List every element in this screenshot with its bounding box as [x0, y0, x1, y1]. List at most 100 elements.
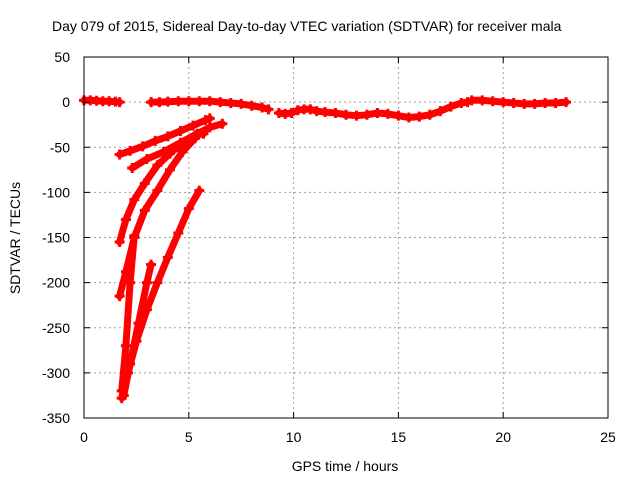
data-point — [146, 259, 157, 270]
y-axis-label: SDTVAR / TECUs — [7, 182, 23, 294]
data-point — [215, 97, 226, 108]
x-tick-label: 25 — [600, 429, 616, 445]
data-point — [129, 230, 140, 241]
data-point — [498, 97, 509, 108]
data-point — [114, 237, 125, 248]
data-point — [236, 98, 247, 109]
x-tick-label: 0 — [80, 429, 88, 445]
series-trace — [116, 134, 199, 300]
y-tick-label: -300 — [42, 365, 70, 381]
data-layer — [79, 95, 572, 404]
data-point — [225, 98, 236, 109]
data-point — [175, 126, 186, 137]
data-point — [162, 252, 173, 263]
data-point — [125, 277, 136, 288]
data-point — [141, 153, 152, 164]
data-series — [466, 95, 572, 109]
y-tick-label: -50 — [50, 139, 70, 155]
data-point — [114, 97, 125, 108]
data-point — [435, 106, 446, 117]
data-point — [204, 113, 215, 124]
data-point — [508, 98, 519, 109]
data-point — [382, 108, 393, 119]
data-series — [114, 113, 215, 160]
data-point — [125, 358, 136, 369]
series-trace — [468, 96, 570, 108]
data-point — [550, 98, 561, 109]
data-point — [217, 118, 228, 129]
data-point — [320, 107, 331, 118]
y-tick-label: -250 — [42, 320, 70, 336]
data-point — [487, 96, 498, 107]
data-point — [204, 96, 215, 107]
data-point — [164, 164, 175, 175]
data-point — [424, 109, 435, 120]
x-tick-label: 15 — [391, 429, 407, 445]
data-point — [150, 135, 161, 146]
x-axis-label: GPS time / hours — [292, 458, 399, 474]
data-point — [177, 146, 188, 157]
data-point — [162, 131, 173, 142]
data-point — [198, 128, 209, 139]
data-point — [341, 109, 351, 120]
data-point — [351, 110, 362, 121]
y-tick-label: -100 — [42, 184, 70, 200]
data-point — [286, 107, 297, 118]
data-point — [403, 112, 414, 123]
data-point — [154, 97, 165, 108]
data-point — [372, 107, 383, 118]
data-series — [273, 97, 473, 123]
data-point — [414, 111, 425, 122]
data-point — [330, 107, 341, 118]
data-point — [246, 100, 257, 111]
y-tick-label: -200 — [42, 275, 70, 291]
data-point — [257, 102, 268, 113]
tick-labels: 0 5 10 15 20 25 50 0 -50 -100 -150 -200 -250 -300 -350 — [42, 49, 616, 445]
data-point — [146, 97, 157, 108]
data-point — [540, 98, 551, 109]
data-point — [561, 97, 572, 108]
y-tick-label: -150 — [42, 230, 70, 246]
y-tick-label: 0 — [62, 94, 70, 110]
data-point — [194, 185, 205, 196]
data-point — [183, 203, 194, 214]
data-point — [139, 178, 150, 189]
data-point — [173, 96, 184, 107]
data-point — [204, 122, 215, 133]
data-point — [141, 277, 152, 288]
data-point — [311, 106, 322, 117]
data-series — [116, 230, 140, 396]
data-point — [129, 194, 140, 205]
data-point — [120, 214, 131, 225]
data-point — [162, 96, 173, 107]
data-point — [187, 120, 198, 131]
x-tick-label: 20 — [495, 429, 511, 445]
series-trace — [118, 232, 138, 395]
y-tick-label: 50 — [54, 49, 70, 65]
data-point — [361, 109, 372, 120]
data-point — [305, 104, 316, 115]
data-point — [152, 185, 163, 196]
chart-title: Day 079 of 2015, Sidereal Day-to-day VTE… — [52, 18, 562, 34]
data-point — [118, 390, 129, 401]
data-point — [152, 160, 163, 171]
data-point — [190, 133, 201, 144]
data-point — [120, 340, 131, 351]
data-point — [466, 95, 477, 106]
y-tick-label: -350 — [42, 410, 70, 426]
data-point — [114, 149, 125, 160]
data-series — [118, 259, 157, 401]
data-point — [127, 163, 138, 174]
data-point — [194, 96, 205, 107]
data-point — [477, 95, 488, 106]
data-point — [114, 291, 125, 302]
data-point — [445, 101, 456, 112]
data-point — [139, 205, 150, 216]
x-tick-label: 5 — [185, 429, 193, 445]
data-point — [137, 141, 148, 152]
x-tick-label: 10 — [286, 429, 302, 445]
data-point — [164, 148, 175, 159]
data-point — [183, 96, 194, 107]
